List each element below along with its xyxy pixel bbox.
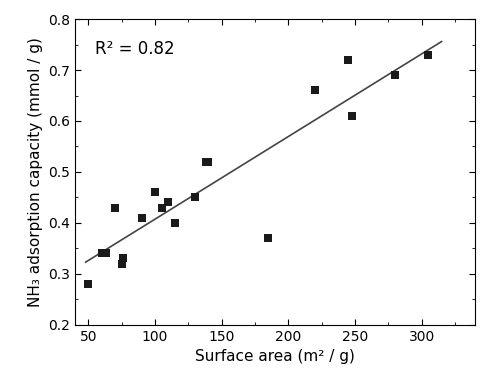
Point <box>84 281 92 287</box>
Point <box>138 215 145 221</box>
Point <box>424 52 432 58</box>
Point <box>344 57 352 63</box>
Point <box>264 235 272 241</box>
Point <box>348 113 356 119</box>
X-axis label: Surface area (m² / g): Surface area (m² / g) <box>195 349 355 364</box>
Point <box>158 204 166 210</box>
Point <box>204 159 212 165</box>
Point <box>164 199 172 206</box>
Point <box>98 250 106 256</box>
Point <box>191 194 199 201</box>
Point <box>118 261 126 267</box>
Point <box>391 72 399 78</box>
Point <box>119 256 127 262</box>
Text: R² = 0.82: R² = 0.82 <box>95 40 174 58</box>
Y-axis label: NH₃ adsorption capacity (mmol / g): NH₃ adsorption capacity (mmol / g) <box>28 37 42 307</box>
Point <box>202 159 209 165</box>
Point <box>311 87 319 94</box>
Point <box>102 250 110 256</box>
Point <box>171 220 179 226</box>
Point <box>111 204 119 210</box>
Point <box>151 189 159 195</box>
